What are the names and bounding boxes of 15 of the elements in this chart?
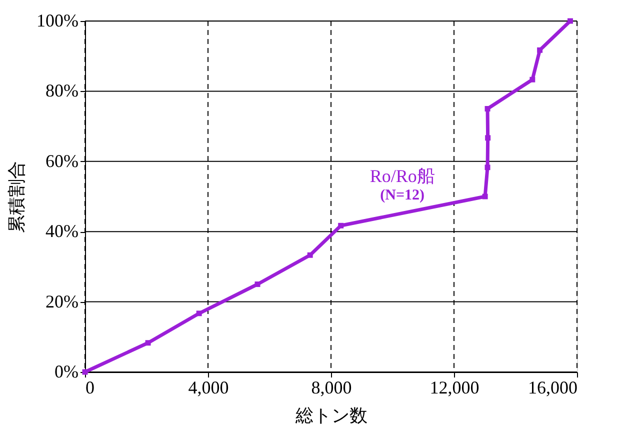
series-label: Ro/Ro船 [370,166,435,186]
y-tick-label: 40% [46,221,78,242]
y-tick-label: 100% [36,10,78,30]
x-tick-label: 16,000 [528,378,578,398]
annotation: (N=12) [380,188,425,204]
x-tick-label: 0 [86,378,94,398]
x-tick-label: 8,000 [311,378,352,398]
y-tick-label: 60% [46,150,78,171]
y-axis-title: 累積割合 [6,161,27,233]
y-tick-label: 0% [54,362,78,382]
y-tick-label: 20% [46,291,78,312]
x-tick-label: 12,000 [430,378,480,398]
y-tick-label: 80% [46,80,78,101]
x-tick-label: 4,000 [188,378,229,398]
x-axis-title: 総トン数 [294,406,368,426]
